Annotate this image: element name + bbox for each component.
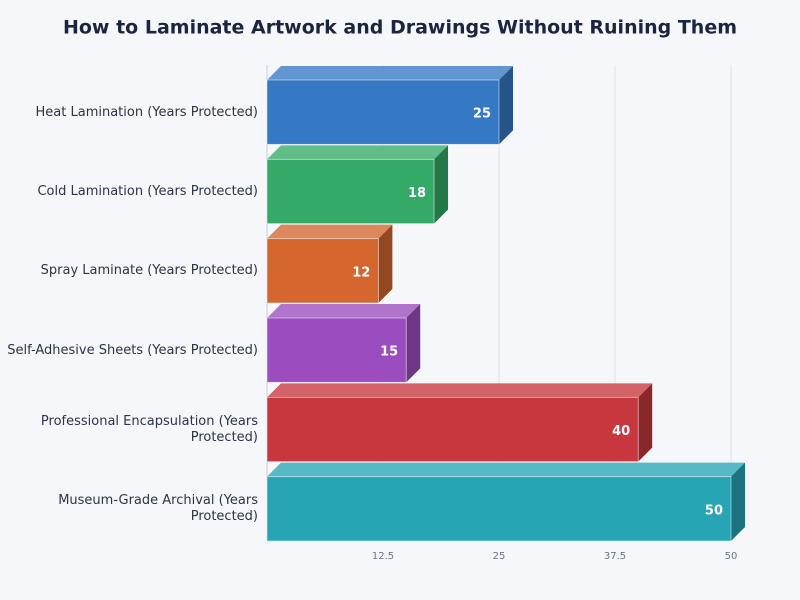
value-label: 40 [612, 424, 630, 439]
y-tick-label: Cold Lamination (Years Protected) [37, 184, 258, 199]
bar [266, 145, 449, 225]
bar-top [267, 304, 421, 318]
bar [266, 66, 513, 145]
chart-title: How to Laminate Artwork and Drawings Wit… [63, 17, 737, 39]
bar-side [378, 224, 393, 303]
bar-front [266, 238, 379, 304]
bar-front [266, 476, 732, 542]
bar-top [267, 462, 745, 477]
bar-top [267, 66, 513, 80]
bar [266, 383, 653, 463]
bar-front [266, 317, 407, 383]
bar-top [267, 383, 653, 398]
bar [266, 462, 745, 542]
value-label: 50 [705, 503, 723, 518]
y-tick-label: Self-Adhesive Sheets (Years Protected) [7, 342, 258, 358]
bar-front [266, 79, 500, 145]
x-tick-label: 37.5 [604, 551, 626, 562]
y-tick-label: Spray Laminate (Years Protected) [40, 263, 258, 279]
bar-side [499, 66, 513, 145]
bar-front [266, 158, 435, 225]
value-label: 12 [352, 265, 370, 280]
bar-side [638, 383, 653, 462]
y-tick-label: Heat Lamination (Years Protected) [35, 104, 258, 120]
x-tick-label: 25 [493, 551, 506, 562]
value-label: 25 [473, 107, 491, 122]
bar-front [266, 396, 639, 463]
bar-top [267, 224, 393, 239]
bar-top [267, 145, 449, 160]
bar [266, 224, 393, 304]
y-tick-label: Professional Encapsulation (Years Protec… [40, 414, 258, 445]
bar-side [406, 304, 421, 383]
bar-side [731, 462, 745, 541]
bar-side [434, 145, 449, 224]
x-tick-label: 12.5 [372, 551, 394, 562]
value-label: 15 [380, 345, 398, 360]
bar [266, 304, 421, 383]
y-tick-label: Museum-Grade Archival (Years Protected) [58, 493, 258, 525]
value-label: 18 [408, 186, 426, 201]
x-tick-label: 50 [725, 551, 738, 562]
